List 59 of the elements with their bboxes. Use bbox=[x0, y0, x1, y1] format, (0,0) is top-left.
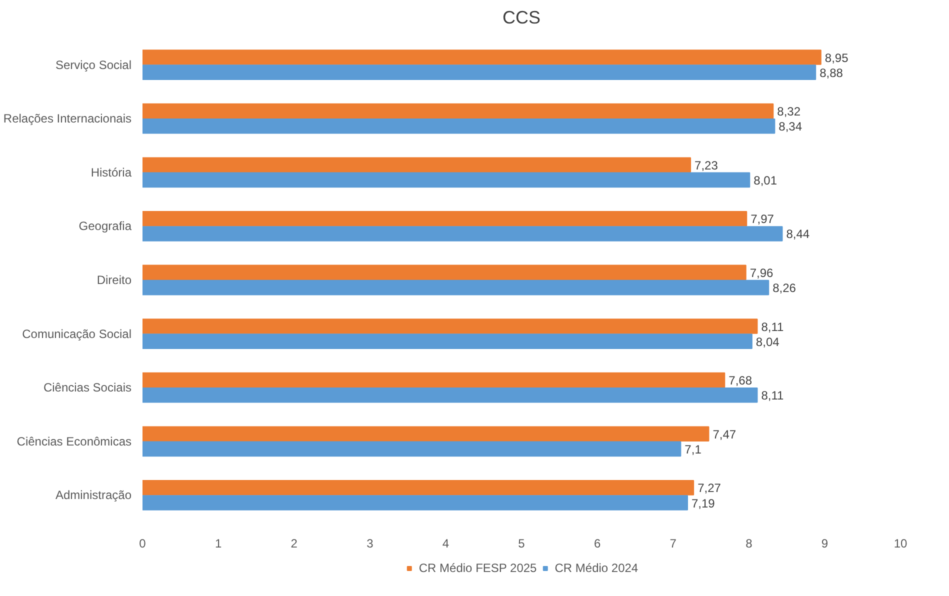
chart-title: CCS bbox=[502, 8, 541, 28]
x-tick-label: 1 bbox=[214, 536, 222, 550]
data-label: 7,27 bbox=[698, 481, 722, 496]
y-tick-label: Ciências Econômicas bbox=[16, 434, 132, 448]
bar bbox=[142, 318, 758, 334]
data-label: 8,11 bbox=[761, 320, 784, 334]
y-tick-label: História bbox=[90, 165, 132, 180]
x-tick-label: 2 bbox=[290, 536, 298, 550]
x-tick-label: 8 bbox=[746, 536, 753, 550]
bar bbox=[142, 441, 682, 457]
y-tick-label: Serviço Social bbox=[55, 58, 132, 72]
bar bbox=[142, 157, 692, 173]
y-tick-label: Comunicação Social bbox=[22, 326, 132, 341]
data-label: 8,26 bbox=[772, 281, 796, 296]
y-tick-label: Relações Internacionais bbox=[3, 112, 132, 126]
x-tick-label: 5 bbox=[518, 536, 526, 550]
bar bbox=[142, 64, 816, 80]
x-tick-label: 6 bbox=[594, 536, 601, 550]
data-label: 7,96 bbox=[750, 266, 774, 280]
bar bbox=[142, 280, 770, 296]
bar bbox=[142, 226, 783, 242]
data-label: 7,19 bbox=[692, 496, 716, 510]
x-tick-label: 4 bbox=[442, 536, 450, 550]
bar bbox=[142, 334, 752, 349]
data-label: 7,47 bbox=[712, 427, 736, 442]
bar bbox=[142, 211, 748, 226]
data-label: 7,1 bbox=[684, 442, 702, 456]
data-label: 7,68 bbox=[728, 374, 752, 388]
x-tick-label: 9 bbox=[821, 536, 828, 550]
x-tick-label: 7 bbox=[670, 536, 677, 550]
bar bbox=[142, 426, 710, 442]
data-label: 8,11 bbox=[761, 388, 784, 403]
y-tick-label: Ciências Sociais bbox=[43, 380, 132, 395]
x-tick-label: 0 bbox=[139, 536, 146, 550]
legend-label: CR Médio 2024 bbox=[554, 561, 638, 575]
bar bbox=[142, 372, 726, 388]
data-label: 8,95 bbox=[824, 50, 849, 65]
bar bbox=[142, 480, 694, 496]
y-tick-label: Direito bbox=[96, 273, 132, 287]
data-label: 8,88 bbox=[820, 66, 844, 80]
data-label: 8,01 bbox=[754, 173, 778, 188]
x-tick-label: 3 bbox=[366, 536, 374, 550]
data-label: 8,32 bbox=[777, 104, 801, 119]
data-label: 8,44 bbox=[786, 227, 810, 242]
bar bbox=[142, 118, 776, 134]
bar bbox=[142, 495, 688, 510]
data-label: 8,34 bbox=[778, 120, 802, 134]
bar bbox=[142, 172, 750, 188]
y-tick-label: Geografia bbox=[78, 219, 132, 234]
y-tick-label: Administração bbox=[55, 488, 132, 502]
data-label: 7,23 bbox=[694, 158, 718, 172]
legend-label: CR Médio FESP 2025 bbox=[418, 561, 537, 575]
bar bbox=[142, 264, 746, 280]
bar bbox=[142, 103, 774, 119]
data-label: 8,04 bbox=[756, 334, 780, 349]
bar bbox=[142, 50, 822, 65]
bar bbox=[142, 387, 758, 403]
data-label: 7,97 bbox=[750, 212, 774, 226]
x-tick-label: 10 bbox=[894, 536, 908, 550]
